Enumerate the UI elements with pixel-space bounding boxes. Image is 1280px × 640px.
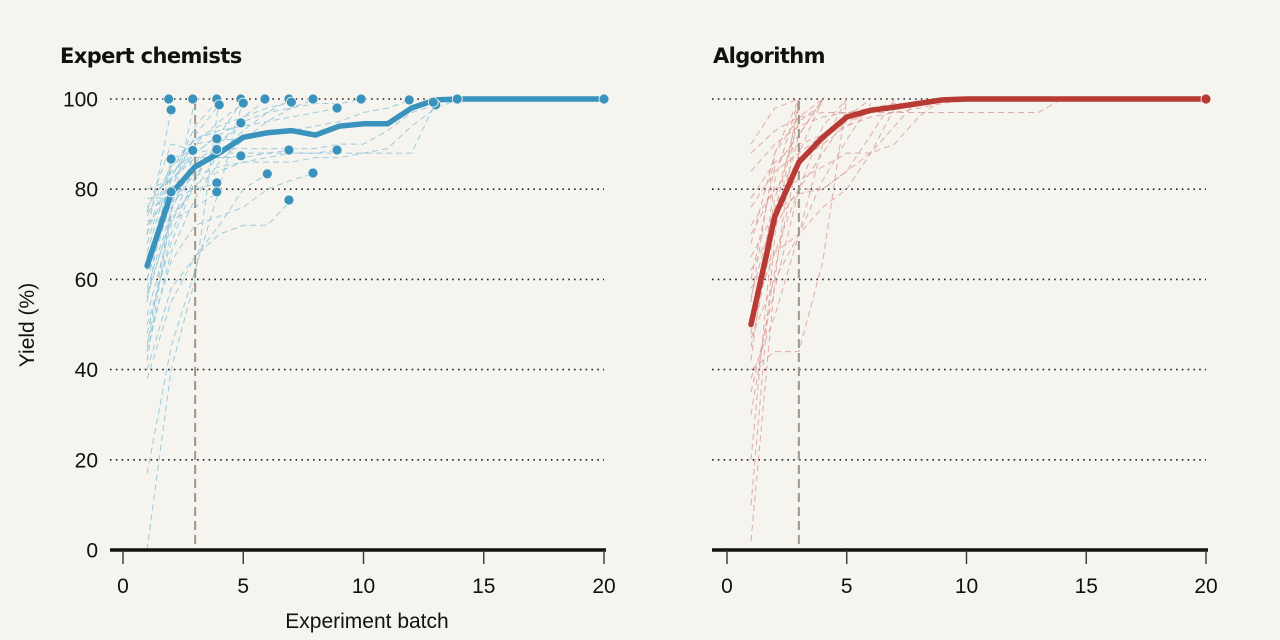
- end-point: [331, 102, 343, 114]
- y-axis-title: Yield (%): [16, 283, 39, 367]
- end-point: [598, 93, 610, 105]
- run-line: [750, 98, 824, 348]
- run-line: [750, 103, 824, 334]
- end-point: [165, 153, 177, 165]
- run-line: [146, 109, 172, 235]
- end-point: [163, 93, 175, 105]
- run-line: [147, 191, 220, 222]
- end-point: [211, 186, 223, 198]
- x-axis: 0 5 10 15 20: [110, 548, 616, 598]
- run-line: [750, 98, 824, 280]
- x-tick-label: 10: [352, 575, 375, 598]
- run-line: [750, 98, 848, 379]
- run-line: [750, 98, 848, 393]
- end-point: [283, 194, 295, 206]
- run-line: [750, 98, 800, 542]
- run-line: [146, 98, 244, 474]
- end-point: [187, 145, 199, 156]
- mean-line: [748, 96, 1209, 328]
- end-point: [165, 104, 177, 116]
- end-point: [307, 167, 319, 179]
- end-point: [235, 117, 247, 129]
- y-tick-label: 60: [75, 269, 98, 292]
- run-line: [146, 98, 364, 262]
- end-point: [211, 133, 223, 145]
- run-line: [750, 98, 824, 415]
- y-tick-label: 80: [75, 179, 98, 202]
- x-tick-label: 0: [117, 575, 129, 598]
- y-tick-label: 100: [63, 89, 98, 112]
- run-line: [750, 98, 824, 244]
- x-tick-label: 15: [1075, 575, 1098, 598]
- run-line: [750, 98, 896, 271]
- end-point: [187, 93, 199, 105]
- run-line: [147, 182, 220, 199]
- x-tick-label: 15: [472, 575, 495, 598]
- panel-algorithm: Algorithm 0 5 10 15 20: [712, 44, 1218, 598]
- panel-title: Algorithm: [713, 44, 825, 68]
- end-point: [235, 150, 247, 162]
- end-point: [331, 144, 343, 156]
- x-tick-label: 20: [592, 575, 615, 598]
- end-point: [427, 96, 439, 108]
- gridlines: [712, 98, 1206, 461]
- y-tick-label: 0: [86, 540, 98, 563]
- run-line: [146, 98, 460, 213]
- end-point: [211, 144, 223, 155]
- panel-expert-chemists: Expert chemists 0 20 40 60 80 100 0 5 10 15 20 Ex…: [16, 44, 616, 633]
- x-tick-label: 0: [721, 575, 733, 598]
- panel-title: Expert chemists: [60, 44, 242, 68]
- x-tick-label: 5: [237, 575, 249, 598]
- run-line: [146, 98, 268, 316]
- y-tick-label: 20: [75, 449, 98, 472]
- x-axis: 0 5 10 15 20: [712, 548, 1218, 598]
- end-point: [451, 93, 463, 105]
- mean-line-group: [748, 96, 1209, 328]
- run-line: [750, 98, 848, 370]
- end-point: [259, 93, 271, 105]
- x-axis-title: Experiment batch: [285, 610, 448, 633]
- x-tick-label: 5: [841, 575, 853, 598]
- run-line: [146, 99, 412, 217]
- end-point: [237, 97, 249, 109]
- run-line: [146, 199, 292, 370]
- run-line: [750, 98, 943, 235]
- run-line: [146, 143, 196, 212]
- run-line: [146, 172, 316, 343]
- run-line: [750, 98, 800, 145]
- end-point: [355, 93, 367, 105]
- end-point: [1200, 93, 1212, 105]
- run-line: [146, 98, 316, 352]
- run-line: [146, 98, 220, 551]
- end-point: [211, 177, 223, 189]
- end-point: [165, 186, 177, 198]
- y-tick-labels: 0 20 40 60 80 100: [63, 89, 98, 563]
- run-line: [146, 107, 340, 235]
- mean-line-group: [144, 96, 607, 269]
- run-line: [750, 98, 800, 505]
- run-line: [750, 103, 872, 289]
- end-points: [1200, 93, 1212, 105]
- run-line: [750, 98, 967, 208]
- run-line: [146, 102, 244, 271]
- end-points: [163, 93, 610, 206]
- end-point: [285, 96, 297, 108]
- mean-line: [144, 96, 607, 269]
- x-tick-label: 10: [955, 575, 978, 598]
- end-point: [403, 94, 415, 106]
- run-line: [146, 173, 268, 379]
- run-line: [750, 98, 1063, 154]
- x-tick-label: 20: [1194, 575, 1217, 598]
- end-point: [261, 168, 273, 180]
- run-line: [750, 107, 800, 460]
- end-point: [213, 99, 225, 111]
- y-tick-label: 40: [75, 359, 98, 382]
- end-point: [283, 144, 295, 156]
- end-point: [307, 93, 319, 105]
